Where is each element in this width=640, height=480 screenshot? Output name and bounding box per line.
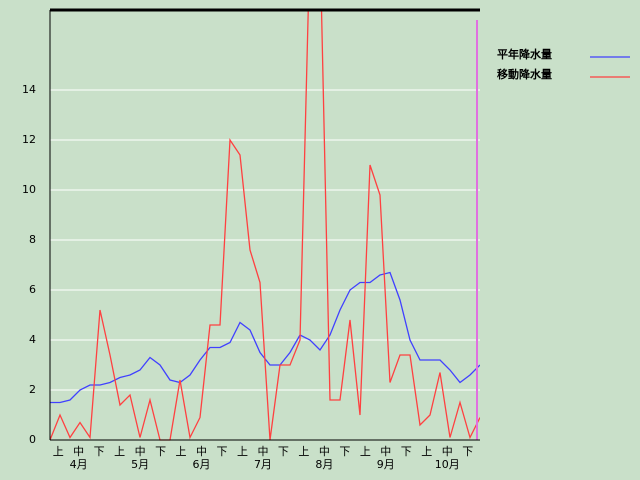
x-tick-label: 中 xyxy=(196,445,207,458)
x-tick-label: 上 xyxy=(176,445,187,458)
month-label: 7月 xyxy=(254,458,272,471)
month-label: 9月 xyxy=(377,458,395,471)
y-tick-label: 2 xyxy=(29,383,36,396)
x-tick-label: 上 xyxy=(360,445,371,458)
x-tick-label: 下 xyxy=(278,445,289,458)
x-tick-label: 上 xyxy=(53,445,64,458)
x-tick-label: 下 xyxy=(339,445,350,458)
month-label: 8月 xyxy=(315,458,333,471)
y-tick-label: 4 xyxy=(29,333,36,346)
series-line xyxy=(50,10,480,441)
x-tick-label: 中 xyxy=(319,445,330,458)
x-tick-label: 中 xyxy=(135,445,146,458)
x-tick-label: 下 xyxy=(94,445,105,458)
legend-label: 移動降水量 xyxy=(497,67,552,81)
x-tick-label: 下 xyxy=(401,445,412,458)
legend-label: 平年降水量 xyxy=(497,47,552,61)
month-label: 6月 xyxy=(193,458,211,471)
y-tick-label: 12 xyxy=(22,133,36,146)
x-tick-label: 上 xyxy=(114,445,125,458)
plot-lines xyxy=(50,10,480,441)
x-tick-label: 上 xyxy=(237,445,248,458)
y-tick-label: 8 xyxy=(29,233,36,246)
x-tick-label: 中 xyxy=(380,445,391,458)
month-label: 5月 xyxy=(131,458,149,471)
x-tick-label: 中 xyxy=(442,445,453,458)
x-tick-label: 下 xyxy=(155,445,166,458)
month-label: 4月 xyxy=(70,458,88,471)
x-tick-label: 下 xyxy=(462,445,473,458)
y-tick-label: 10 xyxy=(22,183,36,196)
month-label: 10月 xyxy=(435,458,460,471)
y-tick-label: 0 xyxy=(29,433,36,446)
y-tick-label: 14 xyxy=(22,83,36,96)
x-tick-label: 下 xyxy=(217,445,228,458)
y-tick-label: 6 xyxy=(29,283,36,296)
x-tick-label: 上 xyxy=(421,445,432,458)
x-tick-label: 中 xyxy=(73,445,84,458)
x-tick-label: 上 xyxy=(298,445,309,458)
x-tick-label: 中 xyxy=(257,445,268,458)
